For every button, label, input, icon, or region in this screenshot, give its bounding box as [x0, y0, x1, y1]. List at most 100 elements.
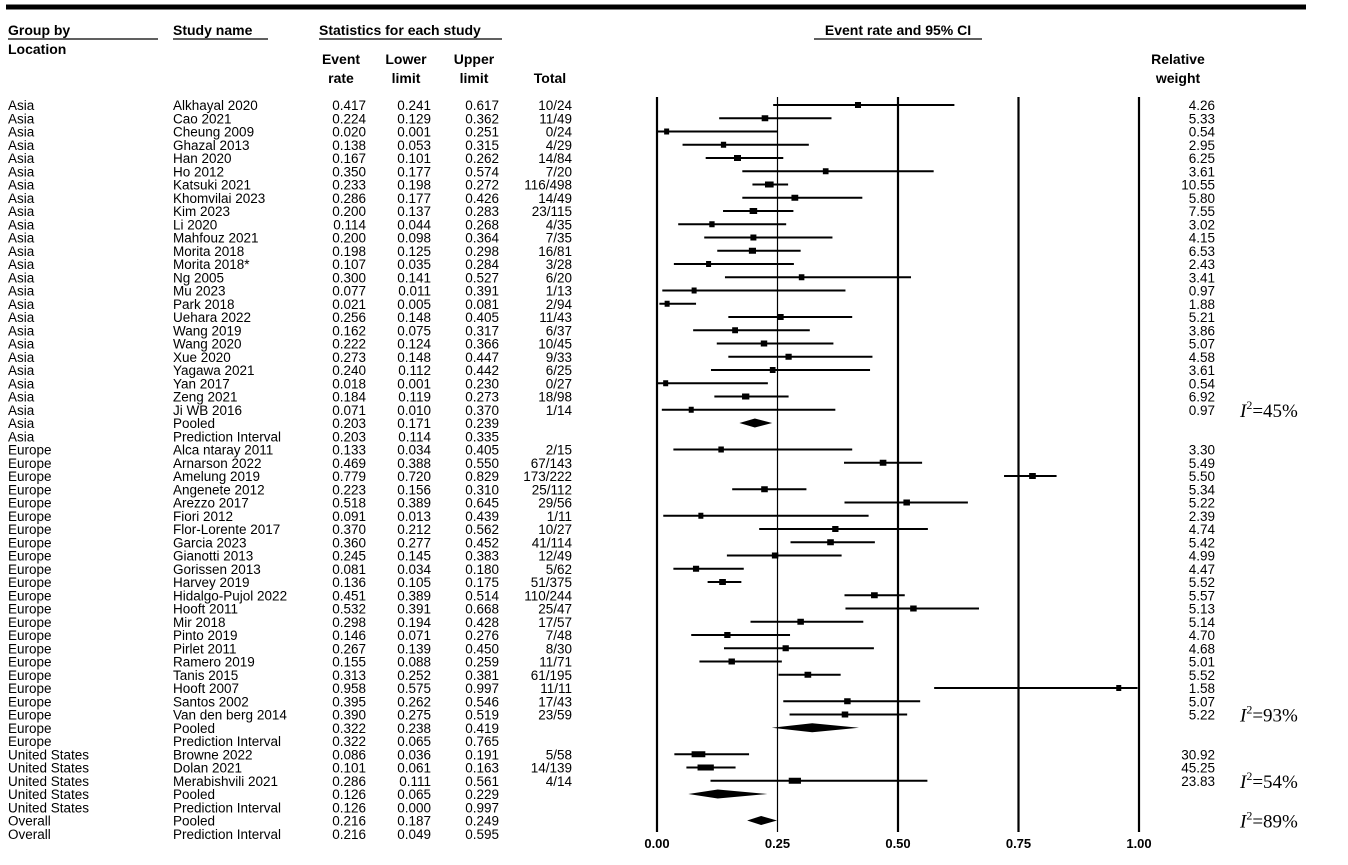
cell-study: Ho 2012: [173, 164, 224, 179]
cell-event-rate: 0.286: [332, 774, 366, 789]
cell-total: 11/11: [540, 681, 572, 696]
point-estimate: [664, 300, 670, 307]
cell-lower-limit: 0.124: [397, 337, 431, 352]
cell-upper-limit: 0.439: [465, 509, 499, 524]
cell-group: Asia: [8, 390, 35, 405]
point-estimate: [706, 261, 712, 267]
cell-study: Li 2020: [173, 217, 217, 232]
cell-lower-limit: 0.034: [397, 562, 431, 577]
cell-group: Europe: [8, 588, 52, 603]
table-row: Europe Santos 2002 0.395 0.262 0.546 17/43 5.0…: [8, 694, 1215, 709]
point-estimate: [720, 141, 727, 148]
cell-lower-limit: 0.575: [397, 681, 431, 696]
table-row: Asia Cheung 2009 0.020 0.001 0.251 0/24 0.54: [8, 125, 1215, 140]
cell-upper-limit: 0.230: [465, 376, 499, 391]
cell-total: 2/15: [546, 443, 572, 458]
cell-event-rate: 0.267: [332, 641, 366, 656]
table-row: Europe Van den berg 2014 0.390 0.275 0.519 23…: [8, 708, 1215, 723]
table-row: Asia Khomvilai 2023 0.286 0.177 0.426 14/49 5.…: [8, 191, 1215, 206]
cell-total: 17/57: [538, 615, 572, 630]
cell-total: 23/59: [538, 708, 572, 723]
cell-event-rate: 0.390: [332, 708, 366, 723]
cell-group: United States: [8, 761, 89, 776]
cell-group: Asia: [8, 350, 35, 365]
cell-total: 7/20: [546, 164, 572, 179]
cell-upper-limit: 0.370: [465, 403, 499, 418]
cell-event-rate: 0.146: [332, 628, 366, 643]
cell-upper-limit: 0.249: [465, 814, 499, 829]
cell-lower-limit: 0.000: [397, 800, 431, 815]
cell-total: 25/112: [532, 482, 572, 497]
cell-weight: 5.52: [1189, 668, 1215, 683]
cell-event-rate: 0.107: [332, 257, 366, 272]
cell-total: 10/45: [538, 337, 572, 352]
cell-event-rate: 0.532: [332, 602, 366, 617]
cell-study: Khomvilai 2023: [173, 191, 265, 206]
table-row: Europe Mir 2018 0.298 0.194 0.428 17/57 5.14: [8, 615, 1215, 630]
cell-total: 2/94: [546, 297, 573, 312]
point-estimate: [663, 380, 669, 387]
table-row: Europe Hooft 2011 0.532 0.391 0.668 25/47 5.13: [8, 602, 1215, 617]
cell-event-rate: 0.322: [332, 721, 366, 736]
cell-weight: 4.15: [1189, 231, 1215, 246]
cell-study: Morita 2018*: [173, 257, 250, 272]
point-estimate: [903, 499, 910, 506]
cell-event-rate: 0.200: [332, 231, 366, 246]
cell-group: United States: [8, 787, 89, 802]
cell-group: Europe: [8, 708, 52, 723]
heterogeneity-labels: I2=45% I2=93% I2=54% I2=89%: [1239, 398, 1298, 833]
cell-lower-limit: 0.114: [398, 429, 431, 444]
cell-group: Asia: [8, 337, 35, 352]
cell-upper-limit: 0.452: [465, 535, 499, 550]
table-row: United States Pooled 0.126 0.065 0.229: [8, 787, 499, 802]
cell-group: Asia: [8, 297, 35, 312]
cell-lower-limit: 0.252: [397, 668, 431, 683]
table-row: Europe Harvey 2019 0.136 0.105 0.175 51/375 5.…: [8, 575, 1215, 590]
point-estimate: [732, 327, 738, 334]
cell-study: Santos 2002: [173, 694, 249, 709]
cell-upper-limit: 0.562: [465, 522, 499, 537]
cell-event-rate: 0.133: [332, 443, 366, 458]
cell-total: 41/114: [532, 535, 573, 550]
cell-upper-limit: 0.550: [465, 456, 499, 471]
table-row: United States Prediction Interval 0.126 0.0…: [8, 800, 499, 815]
cell-upper-limit: 0.426: [465, 191, 499, 206]
cell-group: United States: [8, 747, 89, 762]
cell-study: Browne 2022: [173, 747, 253, 762]
cell-lower-limit: 0.177: [397, 191, 431, 206]
x-tick-label: 0.75: [1006, 836, 1031, 851]
point-estimate: [769, 367, 776, 373]
table-row: Asia Mahfouz 2021 0.200 0.098 0.364 7/35 4.15: [8, 231, 1215, 246]
table-row: Asia Ji WB 2016 0.071 0.010 0.370 1/14 0.97: [8, 403, 1215, 418]
cell-total: 67/143: [531, 456, 572, 471]
cell-event-rate: 0.203: [332, 429, 366, 444]
table-row: Asia Morita 2018* 0.107 0.035 0.284 3/28 2.43: [8, 257, 1215, 272]
cell-lower-limit: 0.013: [397, 509, 431, 524]
cell-lower-limit: 0.129: [397, 111, 431, 126]
cell-upper-limit: 0.259: [465, 655, 499, 670]
cell-lower-limit: 0.389: [397, 496, 431, 511]
cell-group: United States: [8, 774, 89, 789]
cell-event-rate: 0.518: [332, 496, 366, 511]
table-row: Asia Pooled 0.203 0.171 0.239: [8, 416, 499, 431]
cell-upper-limit: 0.239: [465, 416, 499, 431]
cell-group: Asia: [8, 257, 35, 272]
cell-lower-limit: 0.141: [397, 270, 431, 285]
cell-upper-limit: 0.405: [465, 443, 499, 458]
cell-lower-limit: 0.111: [399, 774, 431, 789]
cell-study: Pooled: [173, 814, 215, 829]
plot-area: 0.00 0.25 0.50 0.75 1.00: [644, 97, 1152, 851]
cell-weight: 1.88: [1189, 297, 1215, 312]
cell-total: 4/29: [546, 138, 572, 153]
cell-event-rate: 0.240: [332, 363, 366, 378]
cell-study: Morita 2018: [173, 244, 244, 259]
cell-group: Asia: [8, 270, 35, 285]
table-row: Europe Garcia 2023 0.360 0.277 0.452 41/114 5.…: [8, 535, 1215, 550]
cell-study: Fiori 2012: [173, 509, 233, 524]
cell-lower-limit: 0.034: [397, 443, 431, 458]
cell-event-rate: 0.360: [332, 535, 366, 550]
cell-total: 61/195: [531, 668, 572, 683]
cell-upper-limit: 0.383: [465, 549, 499, 564]
cell-weight: 6.92: [1189, 390, 1215, 405]
cell-weight: 7.55: [1189, 204, 1215, 219]
